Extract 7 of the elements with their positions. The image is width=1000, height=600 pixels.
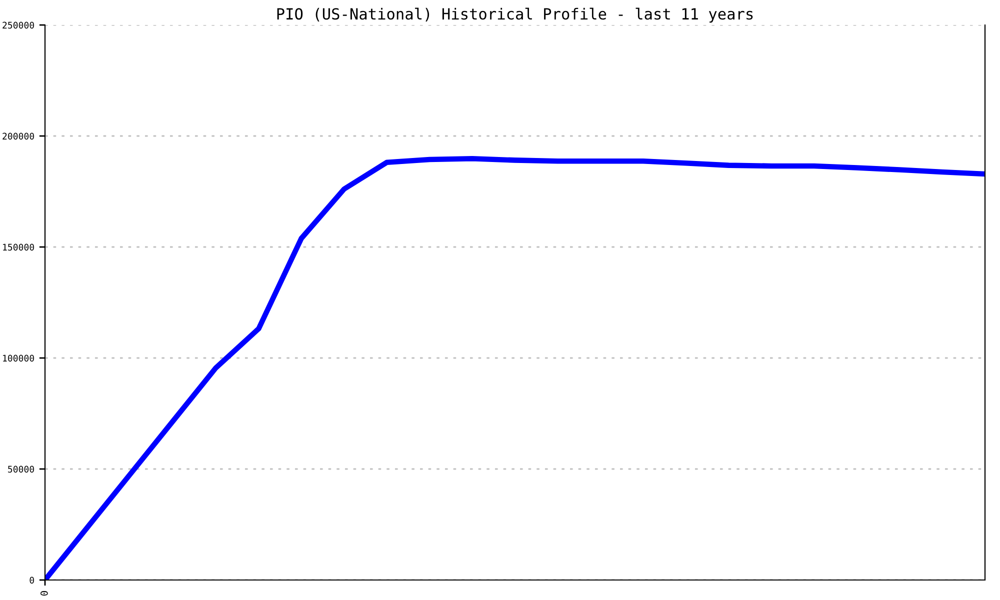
y-tick-label: 150000 [3, 244, 34, 251]
y-tick-label: 250000 [2, 22, 34, 29]
y-tick-label: 50000 [8, 466, 34, 473]
y-tick-label: 100000 [3, 354, 34, 362]
chart-title: PIO (US-National) Historical Profile - last 11 years [277, 8, 753, 23]
y-tick-label: 200000 [2, 132, 34, 140]
y-tick-label: 0 [30, 576, 34, 584]
